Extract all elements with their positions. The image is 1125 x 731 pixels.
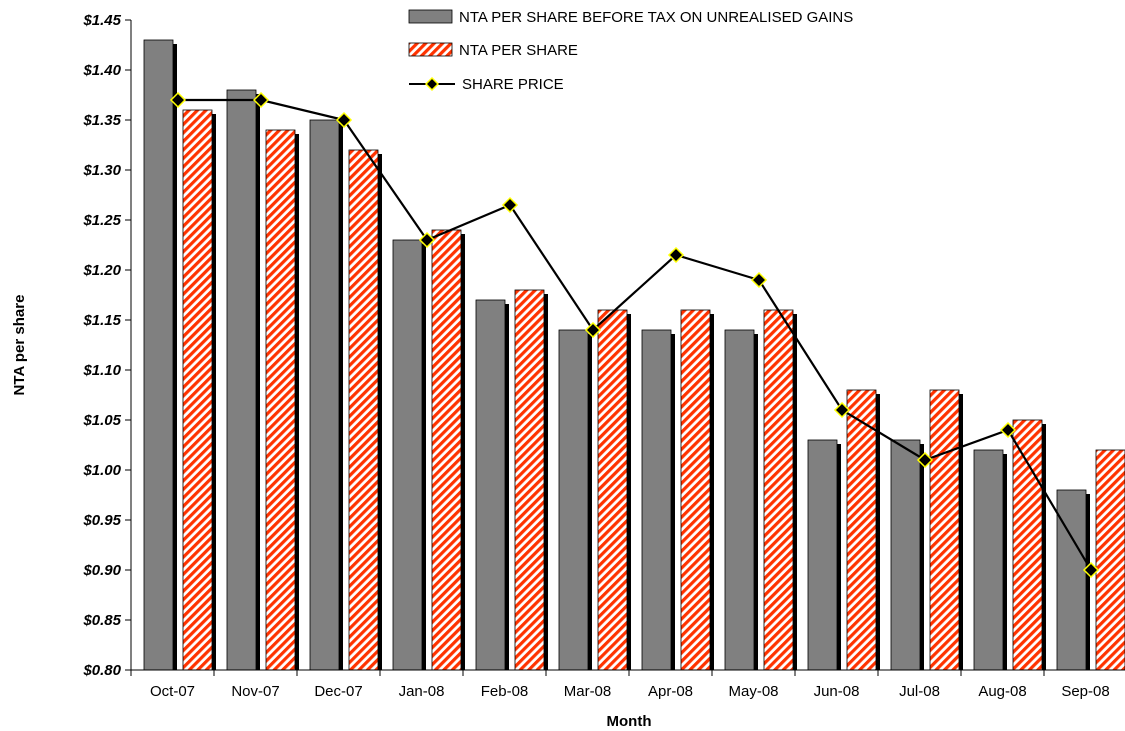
y-tick-label: $1.30 — [82, 162, 121, 179]
y-tick-label: $1.45 — [82, 12, 121, 29]
bar-nta — [183, 110, 212, 670]
bar-nta-before-tax — [1057, 490, 1086, 670]
bar-nta-before-tax — [310, 120, 339, 670]
bar-nta-before-tax — [974, 450, 1003, 670]
legend-label-nta: NTA PER SHARE — [459, 42, 578, 59]
y-tick-label: $1.35 — [82, 112, 121, 129]
bar-nta-before-tax — [227, 90, 256, 670]
y-tick-label: $1.20 — [82, 262, 121, 279]
bar-nta — [349, 150, 378, 670]
y-tick-label: $1.15 — [82, 312, 121, 329]
x-tick-label: Sep-08 — [1061, 683, 1109, 700]
x-tick-label: Nov-07 — [231, 683, 279, 700]
bar-nta — [681, 310, 710, 670]
y-tick-label: $1.00 — [82, 462, 121, 479]
bar-nta-before-tax — [725, 330, 754, 670]
x-tick-label: Jul-08 — [899, 683, 940, 700]
bar-nta — [266, 130, 295, 670]
x-axis-title: Month — [607, 713, 652, 730]
x-tick-label: Mar-08 — [564, 683, 612, 700]
bar-nta-before-tax — [642, 330, 671, 670]
bar-nta — [432, 230, 461, 670]
bar-nta — [598, 310, 627, 670]
x-tick-label: Dec-07 — [314, 683, 362, 700]
legend: NTA PER SHARE BEFORE TAX ON UNREALISED G… — [409, 9, 853, 93]
y-tick-label: $0.80 — [82, 662, 121, 679]
y-tick-label: $1.05 — [82, 412, 121, 429]
bar-nta — [930, 390, 959, 670]
x-tick-label: Oct-07 — [150, 683, 195, 700]
y-tick-label: $1.10 — [82, 362, 121, 379]
x-tick-label: Jan-08 — [399, 683, 445, 700]
bar-nta — [1096, 450, 1125, 670]
bar-nta — [515, 290, 544, 670]
bars — [144, 40, 1125, 670]
bar-nta-before-tax — [808, 440, 837, 670]
x-tick-label: Jun-08 — [814, 683, 860, 700]
bar-nta-before-tax — [891, 440, 920, 670]
y-axis-ticks: $1.45 $1.40 $1.35 $1.30 $1.25 $1.20 $1.15 $1.10… — [82, 12, 131, 679]
legend-swatch-nta — [409, 43, 452, 56]
legend-swatch-nta-before-tax — [409, 10, 452, 23]
x-tick-label: Apr-08 — [648, 683, 693, 700]
y-tick-label: $0.90 — [82, 562, 121, 579]
x-tick-label: Aug-08 — [978, 683, 1026, 700]
x-tick-label: Feb-08 — [481, 683, 529, 700]
x-axis-ticks: Oct-07 Nov-07 Dec-07 Jan-08 Feb-08 Mar-08 Apr-… — [131, 670, 1125, 700]
bar-nta — [847, 390, 876, 670]
y-tick-label: $1.25 — [82, 212, 121, 229]
legend-marker-share-price — [426, 78, 438, 90]
bar-nta-before-tax — [393, 240, 422, 670]
x-tick-label: May-08 — [728, 683, 778, 700]
y-tick-label: $0.85 — [82, 612, 121, 629]
bar-nta-before-tax — [476, 300, 505, 670]
y-tick-label: $0.95 — [82, 512, 121, 529]
bar-nta — [1013, 420, 1042, 670]
bar-nta-before-tax — [144, 40, 173, 670]
y-axis-title: NTA per share — [11, 295, 28, 396]
legend-label-nta-before-tax: NTA PER SHARE BEFORE TAX ON UNREALISED G… — [459, 9, 853, 26]
bar-nta — [764, 310, 793, 670]
share-price-point — [503, 198, 517, 212]
bar-nta-before-tax — [559, 330, 588, 670]
legend-label-share-price: SHARE PRICE — [462, 76, 564, 93]
share-price-point — [752, 273, 766, 287]
y-tick-label: $1.40 — [82, 62, 121, 79]
